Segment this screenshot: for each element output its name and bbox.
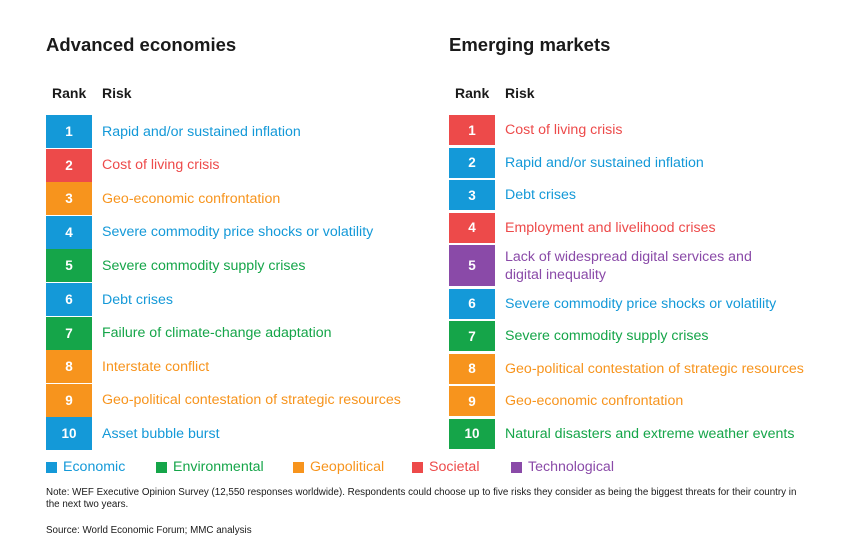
risk-row: 1 Rapid and/or sustained inflation [46, 115, 426, 148]
risk-row: 4 Employment and livelihood crises [449, 212, 844, 243]
risk-row: 5 Severe commodity supply crises [46, 249, 426, 283]
legend-item: Technological [511, 458, 614, 476]
chart-note: Note: WEF Executive Opinion Survey (12,5… [46, 487, 797, 510]
risk-label: Geo-economic confrontation [505, 393, 684, 409]
legend-label: Economic [63, 459, 126, 475]
rank-badge: 2 [46, 148, 92, 182]
panel-title: Advanced economies [46, 34, 237, 55]
risk-label: Cost of living crisis [505, 122, 623, 138]
risk-row: 8 Interstate conflict [46, 350, 426, 384]
legend-label: Environmental [173, 459, 264, 475]
rank-badge: 9 [449, 386, 495, 416]
panel-title: Emerging markets [449, 34, 611, 55]
rank-badge: 6 [449, 288, 495, 319]
risk-label: Interstate conflict [102, 358, 210, 375]
risk-label: Natural disasters and extreme weather ev… [505, 425, 795, 442]
risk-row: 4 Severe commodity price shocks or volati… [46, 215, 426, 249]
rank-badge: 5 [449, 245, 495, 286]
risk-row: 3 Debt crises [449, 180, 844, 210]
rank-badge: 9 [46, 383, 92, 417]
rank-badge: 5 [46, 249, 92, 283]
risk-label: Failure of climate-change adaptation [102, 325, 332, 342]
column-header-row: Rank Risk [449, 83, 844, 115]
risk-row: 7 Failure of climate-change adaptation [46, 316, 426, 350]
rank-badge: 8 [449, 353, 495, 384]
risk-row: 9 Geo-political contestation of strategic… [46, 383, 426, 417]
panel-emerging-markets: Emerging markets Rank Risk 1 Cost of livi… [449, 30, 844, 449]
legend-swatch [46, 461, 57, 473]
risk-label: Severe commodity supply crises [505, 328, 709, 344]
risk-label: Severe commodity supply crises [102, 257, 306, 274]
risk-label: Rapid and/or sustained inflation [505, 154, 704, 171]
risk-row: 9 Geo-economic confrontation [449, 386, 844, 416]
rank-badge: 2 [449, 147, 495, 178]
risk-label: Debt crises [102, 291, 173, 308]
risk-row: 8 Geo-political contestation of strategic… [449, 353, 844, 384]
legend-swatch [511, 461, 522, 473]
rank-column-header: Rank [455, 85, 490, 101]
risk-row: 2 Rapid and/or sustained inflation [449, 147, 844, 178]
rank-badge: 3 [449, 180, 495, 210]
risk-row: 2 Cost of living crisis [46, 148, 426, 182]
risk-label: Rapid and/or sustained inflation [102, 123, 301, 140]
column-header-row: Rank Risk [46, 83, 426, 115]
legend-label: Societal [429, 459, 480, 475]
legend-swatch [156, 461, 167, 473]
rank-badge: 4 [46, 215, 92, 249]
rank-badge: 1 [46, 115, 92, 148]
risk-label: Geo-political contestation of strategic … [102, 392, 401, 409]
risk-label: Geo-economic confrontation [102, 190, 281, 207]
risk-row: 10 Natural disasters and extreme weather … [449, 418, 844, 449]
risk-row: 3 Geo-economic confrontation [46, 182, 426, 216]
risk-row: 5 Lack of widespread digital services and… [449, 245, 844, 286]
rank-column-header: Rank [52, 85, 87, 101]
risk-row: 10 Asset bubble burst [46, 417, 426, 451]
chart-source: Source: World Economic Forum; MMC analys… [46, 525, 252, 536]
legend-item: Economic [46, 458, 125, 476]
legend-item: Geopolitical [293, 458, 384, 476]
rank-badge: 4 [449, 212, 495, 243]
legend-item: Environmental [156, 458, 264, 476]
legend-label: Geopolitical [310, 459, 385, 475]
risk-label: Severe commodity price shocks or volatil… [102, 224, 374, 241]
legend-swatch [293, 461, 304, 473]
risk-label: Asset bubble burst [102, 425, 220, 442]
rank-badge: 7 [449, 321, 495, 351]
rank-badge: 7 [46, 316, 92, 350]
risk-row: 7 Severe commodity supply crises [449, 321, 844, 351]
legend-label: Technological [528, 459, 614, 475]
legend-swatch [412, 461, 423, 473]
risk-row: 6 Debt crises [46, 283, 426, 316]
risk-label: Cost of living crisis [102, 157, 220, 174]
risk-label: Geo-political contestation of strategic … [505, 360, 804, 377]
risk-row: 6 Severe commodity price shocks or volati… [449, 288, 844, 319]
risk-label: Lack of widespread digital services and … [505, 248, 752, 283]
rank-badge: 8 [46, 350, 92, 384]
risk-column-header: Risk [102, 85, 132, 101]
risk-label: Employment and livelihood crises [505, 219, 716, 236]
panel-advanced-economies: Advanced economies Rank Risk 1 Rapid and/… [46, 30, 426, 451]
rank-badge: 10 [46, 417, 92, 451]
risk-label: Severe commodity price shocks or volatil… [505, 295, 777, 312]
rank-badge: 10 [449, 418, 495, 449]
rank-badge: 6 [46, 283, 92, 316]
risk-label: Debt crises [505, 187, 576, 203]
rank-badge: 3 [46, 182, 92, 216]
rank-badge: 1 [449, 115, 495, 145]
risk-column-header: Risk [505, 85, 535, 101]
legend-item: Societal [412, 458, 479, 476]
risk-row: 1 Cost of living crisis [449, 115, 844, 145]
